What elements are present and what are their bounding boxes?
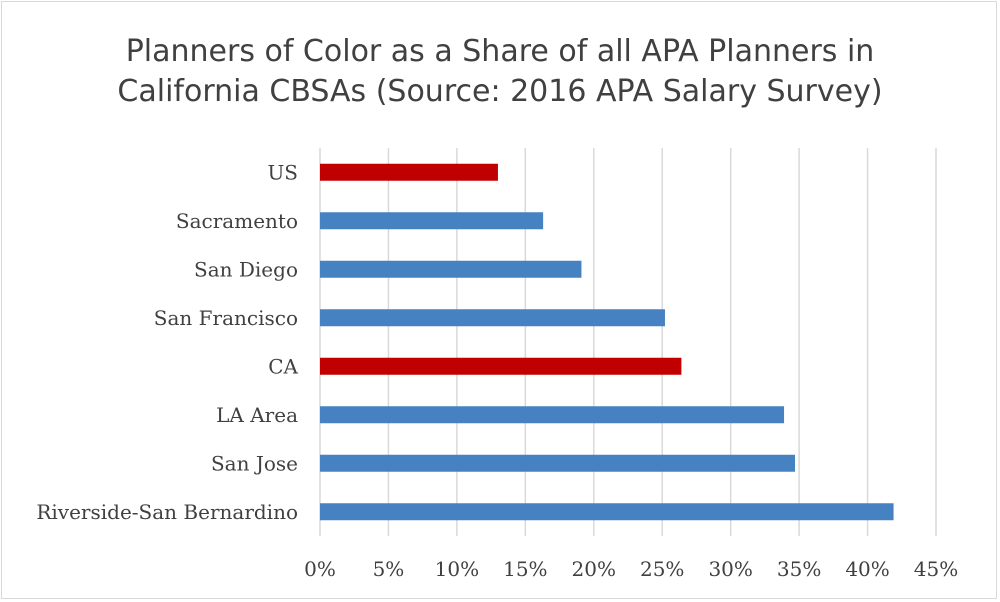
x-tick-label: 35% bbox=[777, 557, 821, 581]
category-label: San Jose bbox=[211, 451, 298, 475]
category-label: Sacramento bbox=[176, 209, 298, 233]
bar bbox=[320, 357, 682, 375]
x-tick-label: 5% bbox=[373, 557, 405, 581]
bar bbox=[320, 503, 894, 521]
gridlines bbox=[319, 148, 937, 536]
bars bbox=[320, 163, 894, 521]
category-label: US bbox=[267, 160, 298, 184]
bar bbox=[320, 163, 498, 181]
category-label: Riverside-San Bernardino bbox=[36, 500, 298, 524]
chart-title-line-2: California CBSAs (Source: 2016 APA Salar… bbox=[117, 74, 883, 109]
x-tick-label: 45% bbox=[914, 557, 958, 581]
x-tick-label: 20% bbox=[572, 557, 616, 581]
x-tick-label: 30% bbox=[708, 557, 752, 581]
x-tick-label: 40% bbox=[845, 557, 889, 581]
x-tick-label: 10% bbox=[435, 557, 479, 581]
bar bbox=[320, 212, 544, 230]
x-tick-label: 0% bbox=[304, 557, 336, 581]
x-tick-labels: 0% 5% 10% 15% 20% 25% 30% 35% 40% 45% bbox=[304, 557, 958, 581]
chart-title: Planners of Color as a Share of all APA … bbox=[0, 32, 1000, 112]
category-label: CA bbox=[268, 354, 298, 378]
bar bbox=[320, 260, 582, 278]
bar bbox=[320, 454, 796, 472]
category-label: San Diego bbox=[194, 257, 298, 281]
x-tick-label: 15% bbox=[503, 557, 547, 581]
bar bbox=[320, 309, 665, 327]
category-label: San Francisco bbox=[154, 306, 298, 330]
category-labels: US Sacramento San Diego San Francisco CA LA A… bbox=[36, 160, 298, 524]
bar bbox=[320, 406, 785, 424]
x-tick-label: 25% bbox=[640, 557, 684, 581]
chart-title-line-1: Planners of Color as a Share of all APA … bbox=[125, 34, 875, 69]
category-label: LA Area bbox=[216, 403, 298, 427]
